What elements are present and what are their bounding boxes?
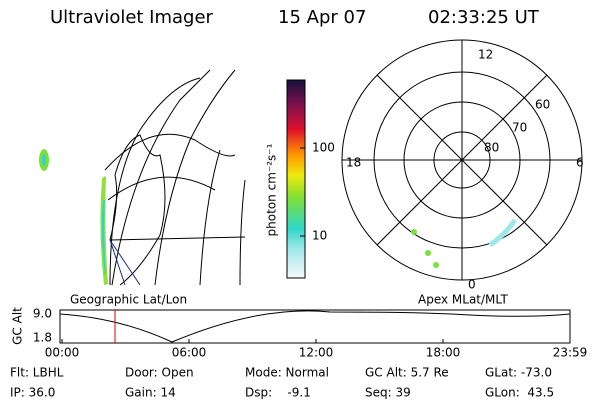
info-field: IP: 36.0: [10, 386, 55, 400]
mlt-label: 18: [346, 156, 361, 170]
mlt-label: 0: [468, 278, 476, 292]
right-label: Apex MLat/MLT: [418, 293, 508, 307]
left-label: Geographic Lat/Lon: [70, 293, 187, 307]
altitude-curve: [59, 310, 571, 343]
info-field: GLon: 43.5: [485, 386, 554, 400]
timeline-x-tick-label: 23:59: [553, 346, 588, 360]
timeline-x-tick-label: 06:00: [172, 346, 207, 360]
mlt-label: 12: [478, 48, 493, 62]
geographic-image: [39, 69, 246, 286]
colorbar: [286, 79, 306, 279]
timeline-x-tick-label: 12:00: [299, 346, 334, 360]
timeline-box: [59, 309, 571, 344]
title: Ultraviolet Imager: [50, 7, 214, 28]
polar-grid: [341, 39, 583, 281]
info-field: Gain: 14: [125, 386, 176, 400]
info-field: Mode: Normal: [245, 366, 329, 380]
timeline-x-tick-label: 00:00: [45, 346, 80, 360]
info-field: Flt: LBHL: [10, 366, 64, 380]
info-field: Dsp: -9.1: [245, 386, 311, 400]
timeline-y-label: GC Alt: [11, 307, 25, 345]
info-field: Seq: 39: [365, 386, 411, 400]
info-field: Door: Open: [125, 366, 194, 380]
mlat-label: 60: [535, 98, 550, 112]
timeline-y-tick: 9.0: [33, 307, 52, 321]
timeline-x-tick-label: 18:00: [426, 346, 461, 360]
date: 15 Apr 07: [278, 7, 366, 28]
colorbar-tick-label: 100: [312, 141, 335, 155]
time: 02:33:25 UT: [428, 7, 540, 28]
mlat-label: 80: [484, 141, 499, 155]
colorbar-tick-label: 10: [312, 229, 327, 243]
mlt-label: 6: [576, 156, 584, 170]
mlat-label: 70: [512, 121, 527, 135]
info-field: GC Alt: 5.7 Re: [365, 366, 449, 380]
colorbar-label: photon cm⁻²s⁻¹: [265, 143, 279, 236]
timeline-y-tick: 1.8: [33, 331, 52, 345]
info-field: GLat: -73.0: [485, 366, 552, 380]
